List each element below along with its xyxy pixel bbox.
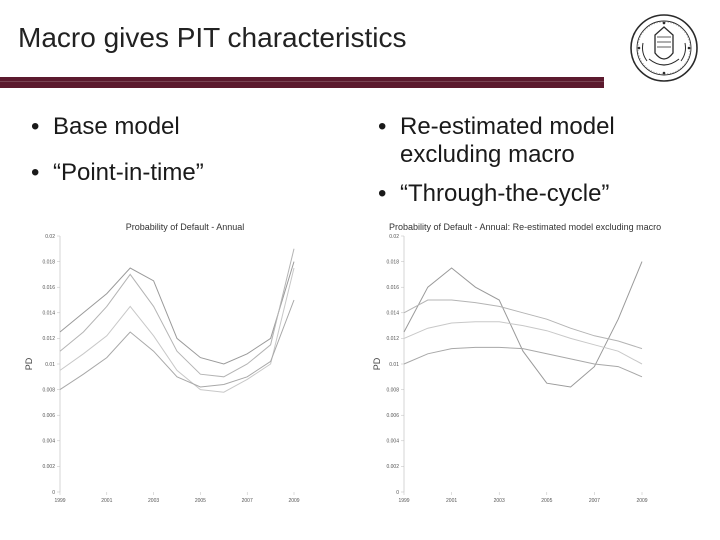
chart-1-y-tick-label: 0.02 <box>45 234 55 240</box>
chart-1-y-tick-label: 0 <box>52 490 55 496</box>
chart-2-y-tick-label: 0.012 <box>386 336 399 342</box>
chart-1-series-2-line <box>59 248 295 378</box>
chart-2-series-4-line <box>403 346 643 378</box>
chart-2-y-tick-label: 0.02 <box>389 234 399 240</box>
bullet-point-in-time: • “Point-in-time” <box>31 159 204 187</box>
chart-2-series-2-line <box>403 299 643 350</box>
chart-1-x-tick-label: 2003 <box>148 498 159 504</box>
chart-1-series-3-line <box>59 267 295 393</box>
chart-1-x-tick-label: 2005 <box>195 498 206 504</box>
chart-2-x-tick-label: 2005 <box>541 498 552 504</box>
chart-1-series-4-line <box>59 299 295 391</box>
chart-1-y-tick-label: 0.014 <box>42 311 55 317</box>
left-bullet-list: • Base model • “Point-in-time” <box>31 113 204 187</box>
chart-1-y-tick-label: 0.012 <box>42 336 55 342</box>
chart-2-y-tick-label: 0.01 <box>389 362 399 368</box>
slide-title: Macro gives PIT characteristics <box>18 22 407 53</box>
chart-1-y-tick-label: 0.004 <box>42 439 55 445</box>
title-rule <box>0 77 604 88</box>
chart-2-y-tick-label: 0.004 <box>386 439 399 445</box>
chart-1-y-tick-label: 0.006 <box>42 413 55 419</box>
chart-2-series-3-line <box>403 321 643 365</box>
chart-1-y-tick-label: 0.018 <box>42 259 55 265</box>
bullet-through-the-cycle: • “Through-the-cycle” <box>378 180 708 208</box>
pd-chart-base-model: Probability of Default - Annual PD 0 0.002 0… <box>22 220 322 510</box>
bullet-dot: • <box>31 113 40 140</box>
bullet-dot: • <box>378 180 387 207</box>
bullet-text: “Point-in-time” <box>53 159 204 186</box>
chart-2-series-1-line <box>403 261 643 388</box>
bullet-reestimated-model: • Re-estimated model excluding macro <box>378 113 708 169</box>
chart-2-x-tick-label: 2003 <box>494 498 505 504</box>
chart-2-x-tick-label: 2007 <box>589 498 600 504</box>
chart-1-ylabel: PD <box>24 357 34 370</box>
chart-2-y-tick-label: 0.008 <box>386 387 399 393</box>
chart-2-y-tick-label: 0.002 <box>386 464 399 470</box>
pd-chart-reestimated-model: Probability of Default - Annual: Re-esti… <box>370 220 670 510</box>
chart-1-y-tick-label: 0.01 <box>45 362 55 368</box>
chart-1-x-tick-label: 2007 <box>242 498 253 504</box>
bullet-dot: • <box>31 159 40 186</box>
chart-1-series-1-line <box>59 261 295 365</box>
chart-2-y-tick-label: 0.006 <box>386 413 399 419</box>
university-seal-icon <box>630 14 698 82</box>
bullet-base-model: • Base model <box>31 113 204 141</box>
chart-1-y-tick-label: 0.016 <box>42 285 55 291</box>
chart-1-y-tick-label: 0.008 <box>42 387 55 393</box>
chart-2-y-tick-label: 0.018 <box>386 259 399 265</box>
chart-1-title: Probability of Default - Annual <box>126 222 245 232</box>
pd-chart-base-model-svg: Probability of Default - Annual PD 0 0.002 0… <box>24 222 300 504</box>
chart-2-y-tick-label: 0.016 <box>386 285 399 291</box>
chart-1-x-tick-label: 2001 <box>101 498 112 504</box>
pd-chart-reestimated-model-svg: Probability of Default - Annual: Re-esti… <box>372 222 661 504</box>
chart-1-x-tick-label: 1999 <box>54 498 65 504</box>
chart-2-title: Probability of Default - Annual: Re-esti… <box>389 222 661 232</box>
chart-2-x-tick-label: 2001 <box>446 498 457 504</box>
chart-2-y-tick-label: 0 <box>396 490 399 496</box>
bullet-dot: • <box>378 113 387 140</box>
bullet-text: Base model <box>53 113 180 140</box>
chart-2-x-tick-label: 2009 <box>636 498 647 504</box>
bullet-text: Re-estimated model excluding macro <box>400 113 615 168</box>
chart-2-ylabel: PD <box>372 357 382 370</box>
chart-1-y-tick-label: 0.002 <box>42 464 55 470</box>
right-bullet-list: • Re-estimated model excluding macro • “… <box>378 113 708 208</box>
chart-2-y-tick-label: 0.014 <box>386 311 399 317</box>
chart-1-x-tick-label: 2009 <box>288 498 299 504</box>
bullet-text: “Through-the-cycle” <box>400 180 610 207</box>
chart-2-x-tick-label: 1999 <box>398 498 409 504</box>
